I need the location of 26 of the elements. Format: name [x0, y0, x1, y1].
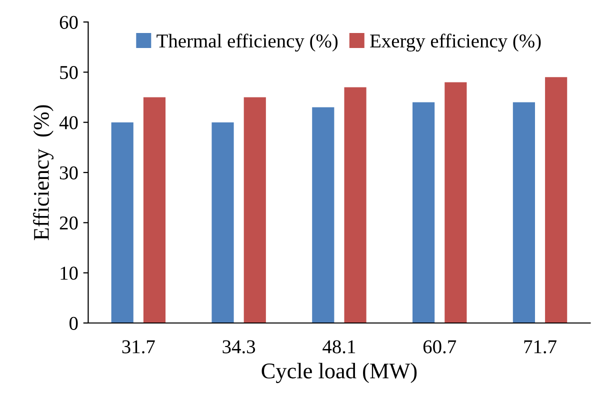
x-tick-label: 60.7	[423, 340, 456, 354]
x-axis-title: Cycle load (MW)	[262, 362, 417, 384]
bar	[344, 87, 366, 323]
bar	[143, 97, 166, 323]
bar	[244, 97, 266, 323]
legend-label: Exergy efficiency (%)	[370, 34, 541, 52]
bar	[111, 122, 134, 323]
y-tick-label: 20	[60, 216, 78, 230]
bar	[545, 77, 568, 323]
bar	[512, 102, 535, 323]
legend-label: Thermal efficiency (%)	[156, 34, 338, 52]
x-tick-label: 71.7	[524, 340, 556, 354]
x-tick-label: 34.3	[222, 340, 256, 354]
bar	[312, 107, 334, 323]
y-tick-label: 30	[60, 166, 78, 180]
y-tick-label: 0	[70, 316, 78, 330]
y-axis-title: Efficiency (%)	[33, 105, 54, 240]
bar	[412, 102, 435, 323]
y-tick-label: 60	[60, 16, 78, 29]
y-tick-label: 50	[60, 66, 78, 80]
x-tick-label: 31.7	[122, 340, 155, 354]
bar	[212, 122, 234, 323]
bar	[444, 82, 467, 323]
y-tick-label: 10	[60, 266, 78, 280]
x-tick-label: 48.1	[322, 340, 356, 354]
y-tick-label: 40	[59, 116, 78, 130]
